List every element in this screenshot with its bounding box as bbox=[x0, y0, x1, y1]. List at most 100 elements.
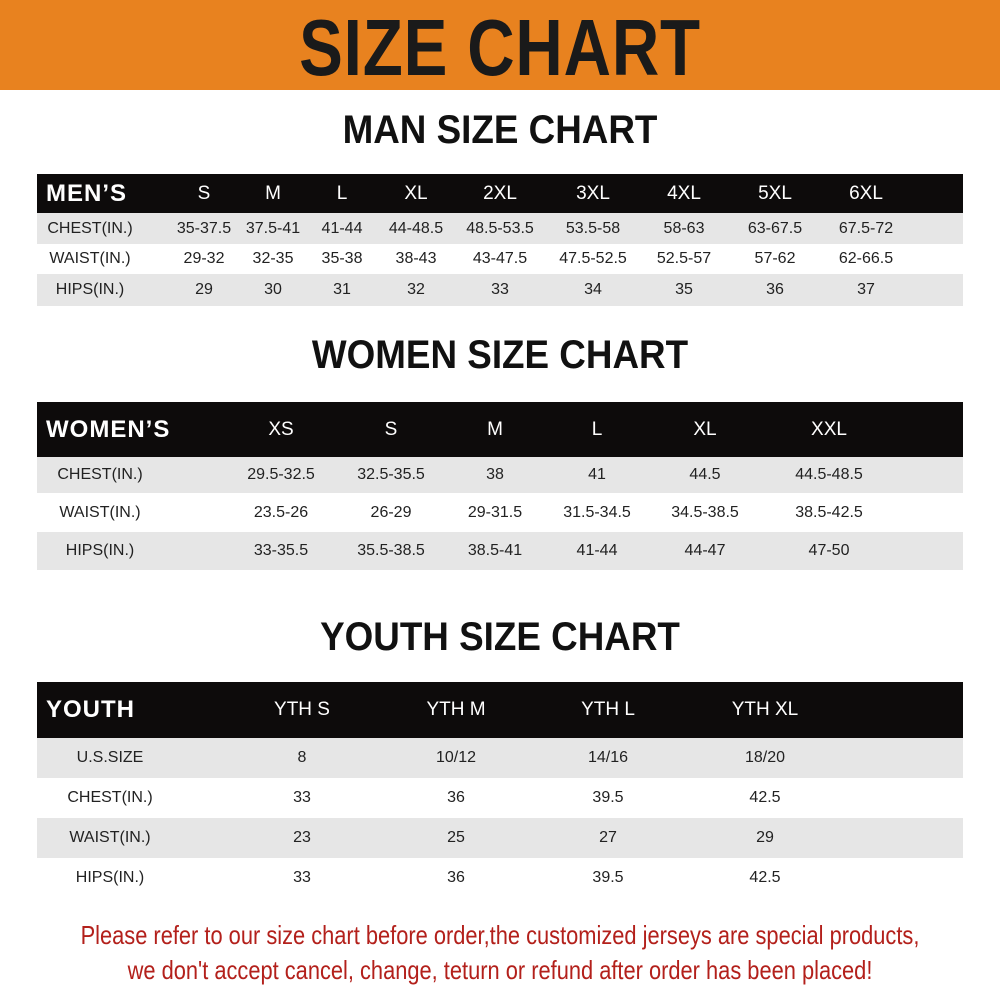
table-cell: 41 bbox=[588, 466, 606, 483]
table-cell: 29.5-32.5 bbox=[247, 466, 315, 483]
table-cell: 41-44 bbox=[321, 219, 363, 237]
table-cell: 42.5 bbox=[749, 869, 781, 886]
table-row: HIPS(IN.) 29 30 31 32 33 34 35 36 37 bbox=[37, 274, 963, 306]
youth-header-row: YOUTH YTH S YTH M YTH L YTH XL bbox=[37, 682, 963, 738]
table-cell: 38-43 bbox=[395, 250, 437, 267]
row-label: U.S.SIZE bbox=[76, 749, 144, 766]
table-cell: 29-31.5 bbox=[467, 503, 523, 521]
table-row: WAIST(IN.) 23 25 27 29 bbox=[37, 818, 963, 858]
women-size-table: WOMEN’S XS S M L XL XXL CHEST(IN.) 29.5-32.5 32.5… bbox=[37, 402, 963, 570]
row-label: HIPS(IN.) bbox=[55, 281, 125, 298]
table-cell: 30 bbox=[264, 281, 282, 298]
table-cell: 38.5-41 bbox=[467, 542, 523, 559]
table-cell: 38 bbox=[486, 466, 504, 483]
table-cell: 25 bbox=[447, 829, 465, 846]
table-cell: 35-37.5 bbox=[176, 219, 232, 237]
table-cell: 27 bbox=[599, 829, 617, 846]
size-column-header: XL bbox=[693, 418, 717, 440]
women-header-row: WOMEN’S XS S M L XL XXL bbox=[37, 402, 963, 457]
table-row: CHEST(IN.) 33 36 39.5 42.5 bbox=[37, 778, 963, 818]
row-label: CHEST(IN.) bbox=[67, 789, 153, 806]
table-cell: 39.5 bbox=[592, 869, 624, 886]
size-column-header: S bbox=[197, 182, 211, 204]
women-header-label: WOMEN’S bbox=[46, 415, 171, 443]
table-cell: 37 bbox=[857, 281, 875, 298]
row-label: HIPS(IN.) bbox=[75, 869, 145, 886]
table-cell: 32.5-35.5 bbox=[357, 466, 425, 483]
table-cell: 10/12 bbox=[435, 749, 477, 766]
banner: SIZE CHART bbox=[0, 0, 1000, 92]
table-row: CHEST(IN.) 29.5-32.5 32.5-35.5 38 41 44.5 44.5… bbox=[37, 457, 963, 493]
table-cell: 62-66.5 bbox=[838, 250, 894, 267]
banner-title: SIZE CHART bbox=[299, 3, 701, 92]
table-row: HIPS(IN.) 33-35.5 35.5-38.5 38.5-41 41-44 44-… bbox=[37, 532, 963, 570]
row-label: WAIST(IN.) bbox=[59, 503, 141, 521]
table-row: CHEST(IN.) 35-37.5 37.5-41 41-44 44-48.5 48.5… bbox=[37, 213, 963, 244]
size-column-header: XL bbox=[404, 182, 428, 204]
table-cell: 43-47.5 bbox=[472, 250, 528, 267]
table-cell: 18/20 bbox=[744, 749, 786, 766]
table-cell: 47-50 bbox=[808, 542, 850, 559]
size-column-header: 4XL bbox=[667, 182, 701, 204]
table-cell: 52.5-57 bbox=[656, 250, 712, 267]
size-column-header: S bbox=[384, 418, 398, 440]
men-section-title: MAN SIZE CHART bbox=[342, 108, 658, 152]
table-cell: 39.5 bbox=[592, 789, 624, 806]
table-cell: 38.5-42.5 bbox=[795, 503, 863, 521]
table-cell: 33 bbox=[293, 869, 311, 886]
youth-header-label: YOUTH bbox=[46, 696, 135, 723]
youth-size-table: YOUTH YTH S YTH M YTH L YTH XL U.S.SIZE 8 10/12… bbox=[37, 682, 963, 898]
table-row: WAIST(IN.) 29-32 32-35 35-38 38-43 43-47.5 47.… bbox=[37, 244, 963, 274]
table-cell: 44-47 bbox=[684, 542, 726, 559]
table-cell: 41-44 bbox=[576, 542, 618, 559]
table-cell: 37.5-41 bbox=[245, 219, 301, 237]
size-column-header: XS bbox=[268, 418, 294, 440]
size-column-header: 2XL bbox=[483, 182, 517, 204]
size-column-header: 5XL bbox=[758, 182, 792, 204]
size-column-header: M bbox=[265, 182, 281, 204]
table-cell: 33 bbox=[293, 789, 311, 806]
size-column-header: M bbox=[487, 418, 503, 440]
table-cell: 23 bbox=[293, 829, 311, 846]
table-cell: 48.5-53.5 bbox=[466, 219, 534, 237]
youth-section-title: YOUTH SIZE CHART bbox=[320, 615, 680, 659]
men-header-label: MEN’S bbox=[46, 179, 128, 207]
size-column-header: 3XL bbox=[576, 182, 610, 204]
table-cell: 36 bbox=[447, 869, 465, 886]
table-cell: 29 bbox=[756, 829, 774, 846]
size-column-header: L bbox=[336, 182, 348, 204]
table-cell: 35.5-38.5 bbox=[357, 542, 425, 559]
men-header-row: MEN’S S M L XL 2XL 3XL 4XL 5XL 6XL bbox=[37, 174, 963, 213]
men-size-table: MEN’S S M L XL 2XL 3XL 4XL 5XL 6XL CHEST(IN.) 35-37… bbox=[37, 174, 963, 306]
table-cell: 34 bbox=[584, 281, 602, 298]
table-cell: 63-67.5 bbox=[747, 219, 803, 237]
table-cell: 44.5 bbox=[689, 466, 721, 483]
table-cell: 23.5-26 bbox=[253, 503, 309, 521]
size-column-header: YTH M bbox=[426, 699, 486, 720]
table-cell: 32 bbox=[407, 281, 425, 298]
notice-line-2: we don't accept cancel, change, teturn o… bbox=[127, 955, 873, 985]
table-cell: 58-63 bbox=[663, 219, 705, 237]
table-cell: 14/16 bbox=[587, 749, 629, 766]
table-cell: 33 bbox=[491, 281, 509, 298]
size-column-header: YTH XL bbox=[731, 699, 799, 720]
table-cell: 29-32 bbox=[183, 250, 225, 267]
table-cell: 57-62 bbox=[754, 250, 796, 267]
table-cell: 44-48.5 bbox=[388, 219, 444, 237]
row-label: CHEST(IN.) bbox=[57, 466, 143, 483]
table-cell: 67.5-72 bbox=[838, 219, 894, 237]
table-cell: 35 bbox=[675, 281, 693, 298]
row-label: HIPS(IN.) bbox=[65, 542, 135, 559]
women-section-title: WOMEN SIZE CHART bbox=[311, 333, 689, 377]
table-cell: 53.5-58 bbox=[565, 219, 621, 237]
size-column-header: XXL bbox=[811, 418, 847, 440]
table-cell: 29 bbox=[195, 281, 213, 298]
table-cell: 35-38 bbox=[321, 250, 363, 267]
table-row: HIPS(IN.) 33 36 39.5 42.5 bbox=[37, 858, 963, 898]
table-cell: 44.5-48.5 bbox=[795, 466, 863, 483]
size-column-header: L bbox=[591, 418, 603, 440]
size-column-header: YTH S bbox=[274, 699, 330, 720]
size-column-header: 6XL bbox=[849, 182, 883, 204]
table-cell: 32-35 bbox=[252, 250, 294, 267]
table-cell: 34.5-38.5 bbox=[671, 503, 739, 521]
